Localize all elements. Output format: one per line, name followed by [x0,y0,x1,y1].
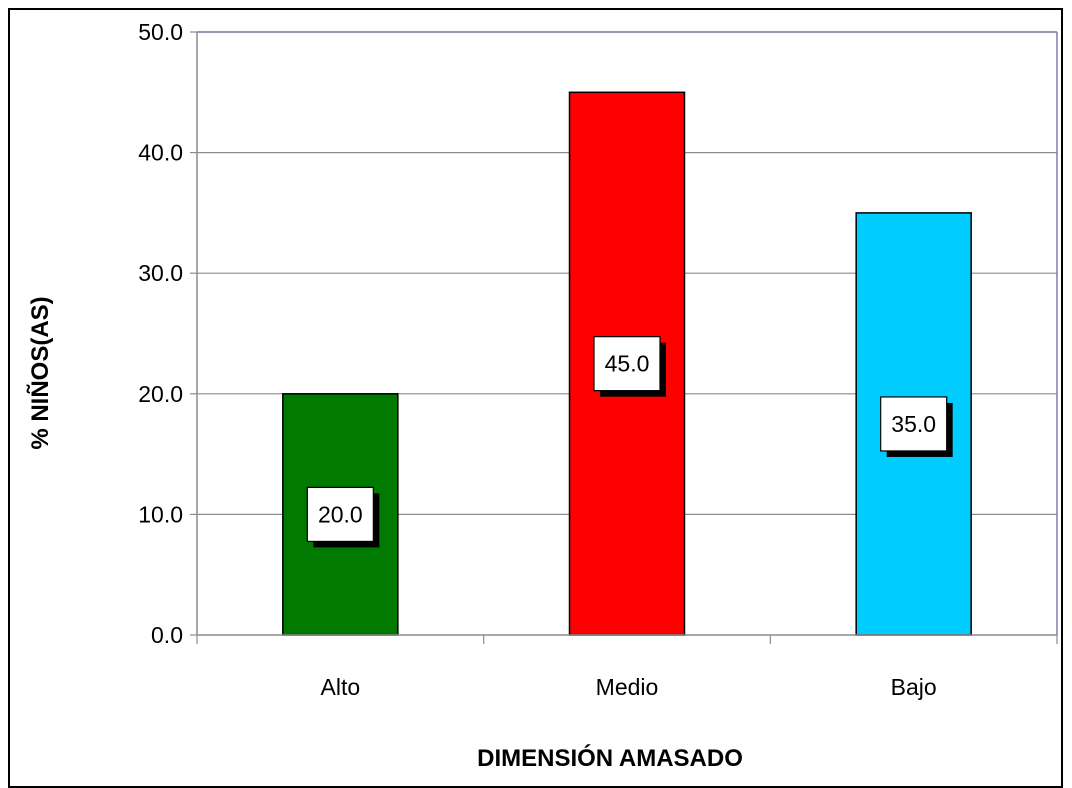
y-tick-label-1: 10.0 [138,501,183,527]
x-tick-label-2: Bajo [891,674,937,700]
data-label-box-1 [593,336,661,392]
data-labels: 20.0 45.0 35.0 [306,336,953,548]
data-label-box-2 [880,396,948,452]
axes: 0.0 10.0 20.0 30.0 40.0 50.0 Alto Medio Bajo [138,19,1058,700]
data-label-1: 45.0 [605,351,650,377]
y-tick-label-5: 50.0 [138,19,183,45]
x-tick-label-0: Alto [321,674,361,700]
x-axis-title: DIMENSIÓN AMASADO [477,744,743,772]
x-tick-label-1: Medio [596,674,659,700]
y-tick-label-2: 20.0 [138,381,183,407]
y-axis-title: % NIÑOS(AS) [26,296,54,449]
y-tick-label-4: 40.0 [138,140,183,166]
data-label-2: 35.0 [891,411,936,437]
y-tick-label-0: 0.0 [151,622,183,648]
data-label-box-0 [306,486,374,542]
data-label-0: 20.0 [318,501,363,527]
y-tick-label-3: 30.0 [138,260,183,286]
